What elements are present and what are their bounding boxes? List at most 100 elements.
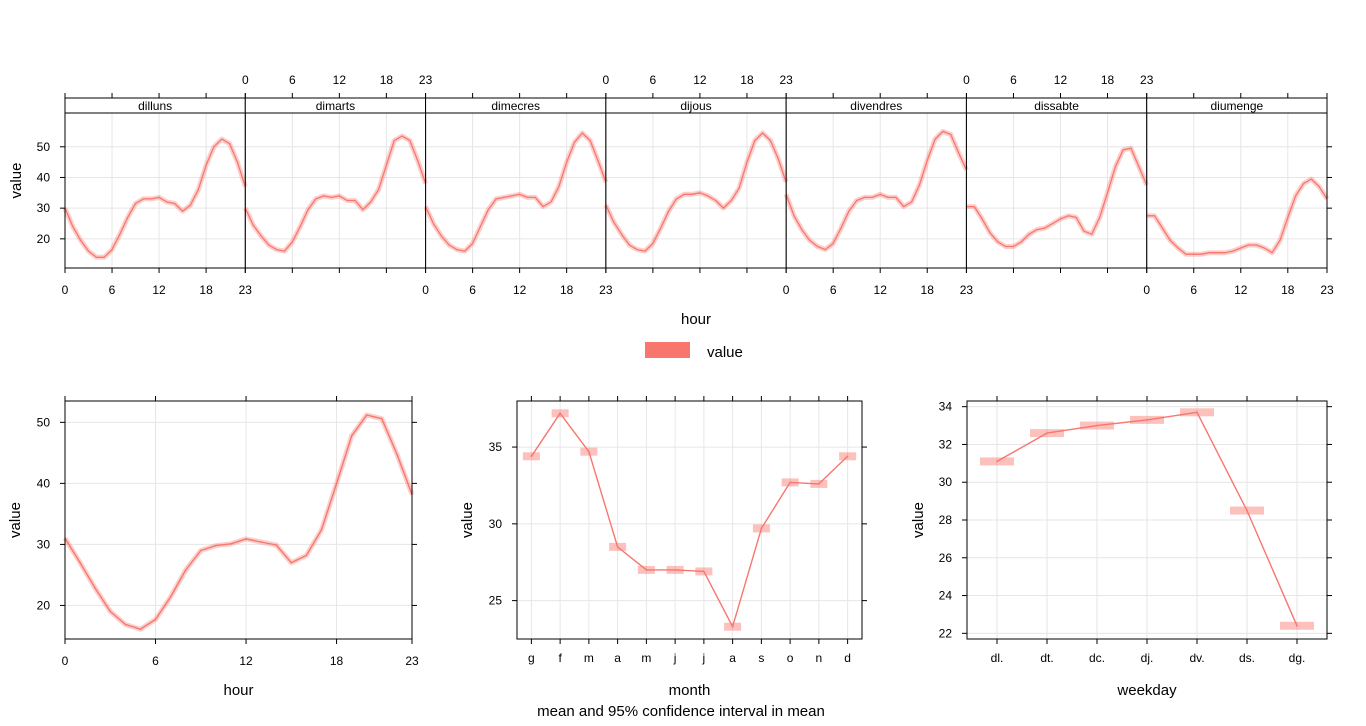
data-point [887,196,889,199]
x-tick-label: 0 [62,654,69,668]
data-point [362,209,364,211]
data-point [1036,229,1038,231]
x-tick-label: 6 [289,73,296,87]
data-point [1005,245,1007,248]
data-point [1302,182,1305,185]
data-point [762,132,764,134]
x-tick-label: g [528,651,535,665]
data-point [1012,245,1015,248]
data-point [1279,239,1281,241]
data-point [80,239,82,241]
data-point [1028,233,1030,235]
data-point [169,596,172,598]
data-point [385,164,387,166]
x-tick-label: 23 [419,73,433,87]
strip-label-dijous: dijous [680,99,711,113]
data-point [1161,227,1163,229]
data-point [213,146,215,148]
data-point [731,625,734,628]
y-tick-label: 30 [939,475,953,489]
data-point [846,455,849,458]
data-point [581,132,583,134]
x-tick-label: a [614,651,621,665]
data-point [1318,186,1320,188]
data-point [127,216,129,218]
data-point [184,569,187,571]
y-tick-label: 30 [489,517,503,531]
data-point [1130,147,1132,149]
strip-label-dimarts: dimarts [316,99,355,113]
data-point [824,248,826,251]
data-point [1310,178,1312,180]
data-point [777,158,779,160]
data-point [754,140,756,142]
x-tick-label: 23 [239,283,253,297]
y-tick-label: 28 [939,513,953,527]
data-point [87,250,90,252]
x-tick-label: 12 [693,73,707,87]
x-axis-title: month [669,682,711,699]
data-point [714,199,717,202]
data-point [354,199,356,202]
data-point [1200,253,1203,255]
strip-label-dilluns: dilluns [138,99,172,113]
data-point [252,224,254,226]
panel-frame-diumenge [1146,112,1328,269]
data-point [409,140,411,142]
data-point [290,561,293,564]
y-tick-label: 20 [37,598,51,612]
data-point [119,233,121,235]
series-line-dijous [605,132,787,252]
data-point [335,482,338,485]
data-point [260,235,262,237]
x-tick-label: 18 [1101,73,1115,87]
x-tick-label: 18 [740,73,754,87]
legend-swatch [645,342,690,358]
data-point [973,206,975,208]
data-point [856,199,858,202]
data-point [558,186,560,188]
data-point [109,610,112,613]
data-point [139,628,142,631]
data-point [111,248,113,251]
x-tick-label: 0 [783,283,790,297]
y-tick-label: 32 [939,437,953,451]
x-tick-label: 18 [560,283,574,297]
data-point [703,570,705,573]
x-tick-label: 6 [152,654,159,668]
data-point [94,587,96,590]
data-point [350,434,353,437]
x-tick-label: 12 [239,654,253,668]
data-point [166,201,168,203]
data-point [1096,424,1098,427]
y-tick-label: 25 [489,594,503,608]
data-point [675,198,678,200]
data-point [996,460,998,463]
x-tick-label: dc. [1089,651,1105,665]
data-point [746,161,748,163]
data-point [559,412,561,415]
data-point [79,561,81,564]
data-point [365,414,368,416]
data-point [957,152,960,154]
data-point [1099,216,1101,218]
x-tick-label: 0 [963,73,970,87]
data-point [1263,247,1265,249]
data-point [699,192,701,194]
data-point [1169,239,1171,241]
series-line-divendres [785,130,967,251]
x-tick-label: m [584,651,594,665]
x-tick-label: 6 [469,283,476,297]
x-tick-label: 6 [830,283,837,297]
data-point [1020,241,1022,243]
data-point [283,250,286,252]
data-point [910,201,913,203]
data-point [760,527,763,530]
data-point [346,199,348,202]
data-point [215,544,217,547]
data-point [393,140,395,142]
data-point [320,528,323,531]
data-point [942,130,944,133]
legend: value [645,342,743,361]
x-tick-label: 23 [779,73,793,87]
